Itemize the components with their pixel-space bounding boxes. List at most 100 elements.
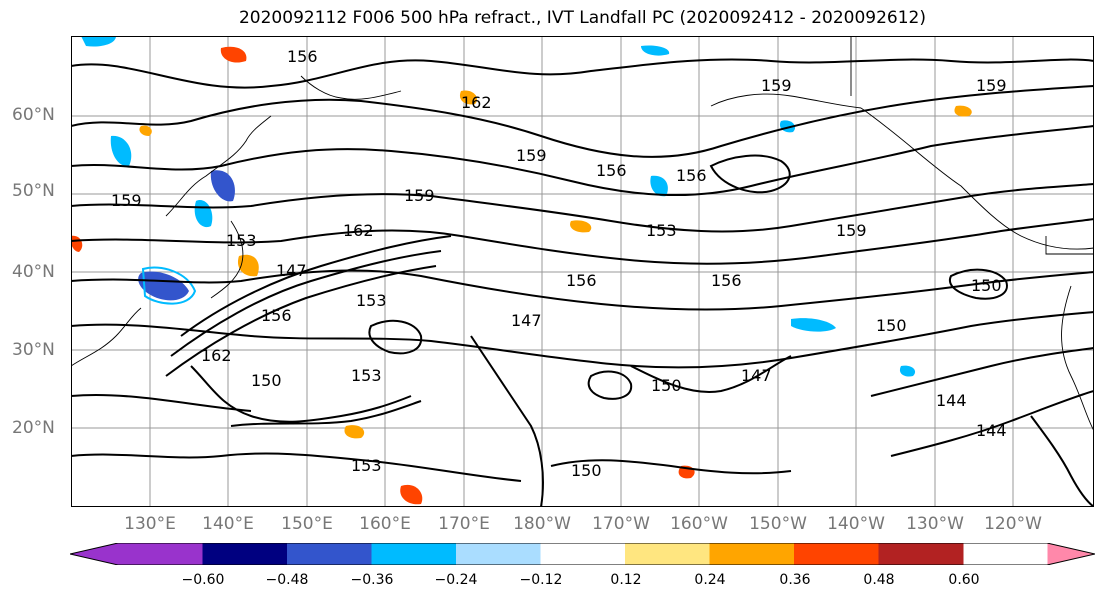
contour-label: 147 [511, 311, 542, 330]
contour-line [550, 459, 792, 475]
colorbar-tick: 0.36 [779, 572, 811, 588]
lon-label: 130°E [124, 514, 176, 534]
lon-label: 180°W [513, 514, 571, 534]
contour-label: 150 [251, 371, 282, 390]
contour-line [71, 218, 1094, 265]
shade-negative [110, 135, 132, 167]
contour-label: 153 [646, 221, 677, 240]
coastline-japan [210, 220, 244, 299]
contour-label: 156 [261, 306, 292, 325]
shade-positive [459, 90, 478, 105]
contour-label: 162 [201, 346, 232, 365]
contour-label: 156 [676, 166, 707, 185]
lat-label-30n: 30°N [12, 340, 55, 360]
contour-line [587, 370, 633, 400]
lat-label-20n: 20°N [12, 418, 55, 438]
coastline-china [71, 307, 142, 367]
contour-label: 159 [111, 191, 142, 210]
contour-line [230, 400, 422, 427]
shade-negative [81, 36, 116, 47]
ivt-shading [71, 36, 972, 505]
lon-label: 160°W [670, 514, 728, 534]
contour-line [71, 393, 252, 412]
contour-line [71, 125, 1094, 197]
lon-label: 140°W [827, 514, 885, 534]
contour-label: 159 [976, 76, 1007, 95]
shade-positive [400, 484, 423, 505]
contour-line [190, 365, 412, 423]
contour-line [180, 235, 452, 337]
contour-label: 162 [461, 93, 492, 112]
contour-label: 159 [404, 186, 435, 205]
coastline-na-south [1061, 285, 1094, 432]
shade-positive [570, 220, 592, 233]
map-title: 2020092112 F006 500 hPa refract., IVT La… [238, 8, 926, 28]
contour-line [71, 452, 522, 482]
colorbar-segments [70, 543, 1095, 565]
contour-label: 150 [571, 461, 602, 480]
colorbar-tick: 0.24 [694, 572, 726, 588]
lon-label: 160°E [359, 514, 411, 534]
colorbar-segment [287, 543, 372, 565]
lat-label-50n: 50°N [12, 181, 55, 201]
contour-label: 144 [936, 391, 967, 410]
shade-negative [650, 175, 668, 197]
colorbar-segment [625, 543, 710, 565]
contour-line [71, 311, 1094, 369]
lon-label: 150°E [281, 514, 333, 534]
map-canvas: 156 162 159 156 159 159 153 153 147 156 … [71, 36, 1094, 507]
coastlines [71, 36, 1094, 432]
contour-line [71, 58, 1094, 89]
colorbar-segment [456, 543, 541, 565]
contour-line [948, 268, 1008, 300]
colorbar-tick: 0.48 [863, 572, 895, 588]
shade-negative [141, 266, 197, 305]
colorbar-segment [878, 543, 964, 565]
lon-label: 130°W [906, 514, 964, 534]
shade-positive [139, 125, 152, 136]
contour-line [1030, 415, 1094, 507]
contour-label: 159 [516, 146, 547, 165]
colorbar-segment [70, 543, 203, 565]
contour-line [470, 335, 544, 507]
shade-negative [641, 45, 670, 56]
contour-label: 150 [651, 376, 682, 395]
shade-negative [791, 318, 836, 332]
lon-label: 170°E [438, 514, 490, 534]
colorbar-segment [794, 543, 879, 565]
contour-label: 159 [761, 76, 792, 95]
shade-positive [220, 46, 247, 63]
shade-negative [138, 271, 189, 301]
refractivity-contours [71, 58, 1094, 507]
lon-label: 140°E [202, 514, 254, 534]
contour-line [709, 154, 791, 194]
colorbar-tick: −0.48 [265, 572, 309, 588]
contour-label: 147 [276, 261, 307, 280]
shade-positive [237, 254, 259, 277]
contour-label: 153 [351, 456, 382, 475]
shade-negative [194, 200, 213, 228]
lon-label: 120°W [984, 514, 1042, 534]
lat-label-60n: 60°N [12, 105, 55, 125]
contour-line [71, 183, 1094, 233]
colorbar-tick: 0.12 [610, 572, 642, 588]
colorbar-tick: −0.12 [519, 572, 563, 588]
lat-label-40n: 40°N [12, 262, 55, 282]
contour-label: 156 [711, 271, 742, 290]
colorbar-tick: −0.36 [350, 572, 394, 588]
colorbar [70, 543, 1095, 565]
colorbar-segment [1047, 543, 1095, 565]
contour-label: 153 [356, 291, 387, 310]
colorbar-segment [540, 543, 626, 565]
shade-negative [210, 170, 235, 202]
graticule [71, 36, 1094, 507]
contour-line [870, 347, 1094, 397]
contour-labels: 156 162 159 156 159 159 153 153 147 156 … [111, 47, 1007, 480]
coastline-alaska [710, 93, 862, 109]
contour-line [170, 250, 442, 357]
coastline-kamchatka [300, 75, 402, 100]
map-panel: 156 162 159 156 159 159 153 153 147 156 … [71, 36, 1094, 507]
lon-label: 150°W [749, 514, 807, 534]
shade-negative [899, 365, 916, 377]
colorbar-tick: −0.24 [434, 572, 478, 588]
